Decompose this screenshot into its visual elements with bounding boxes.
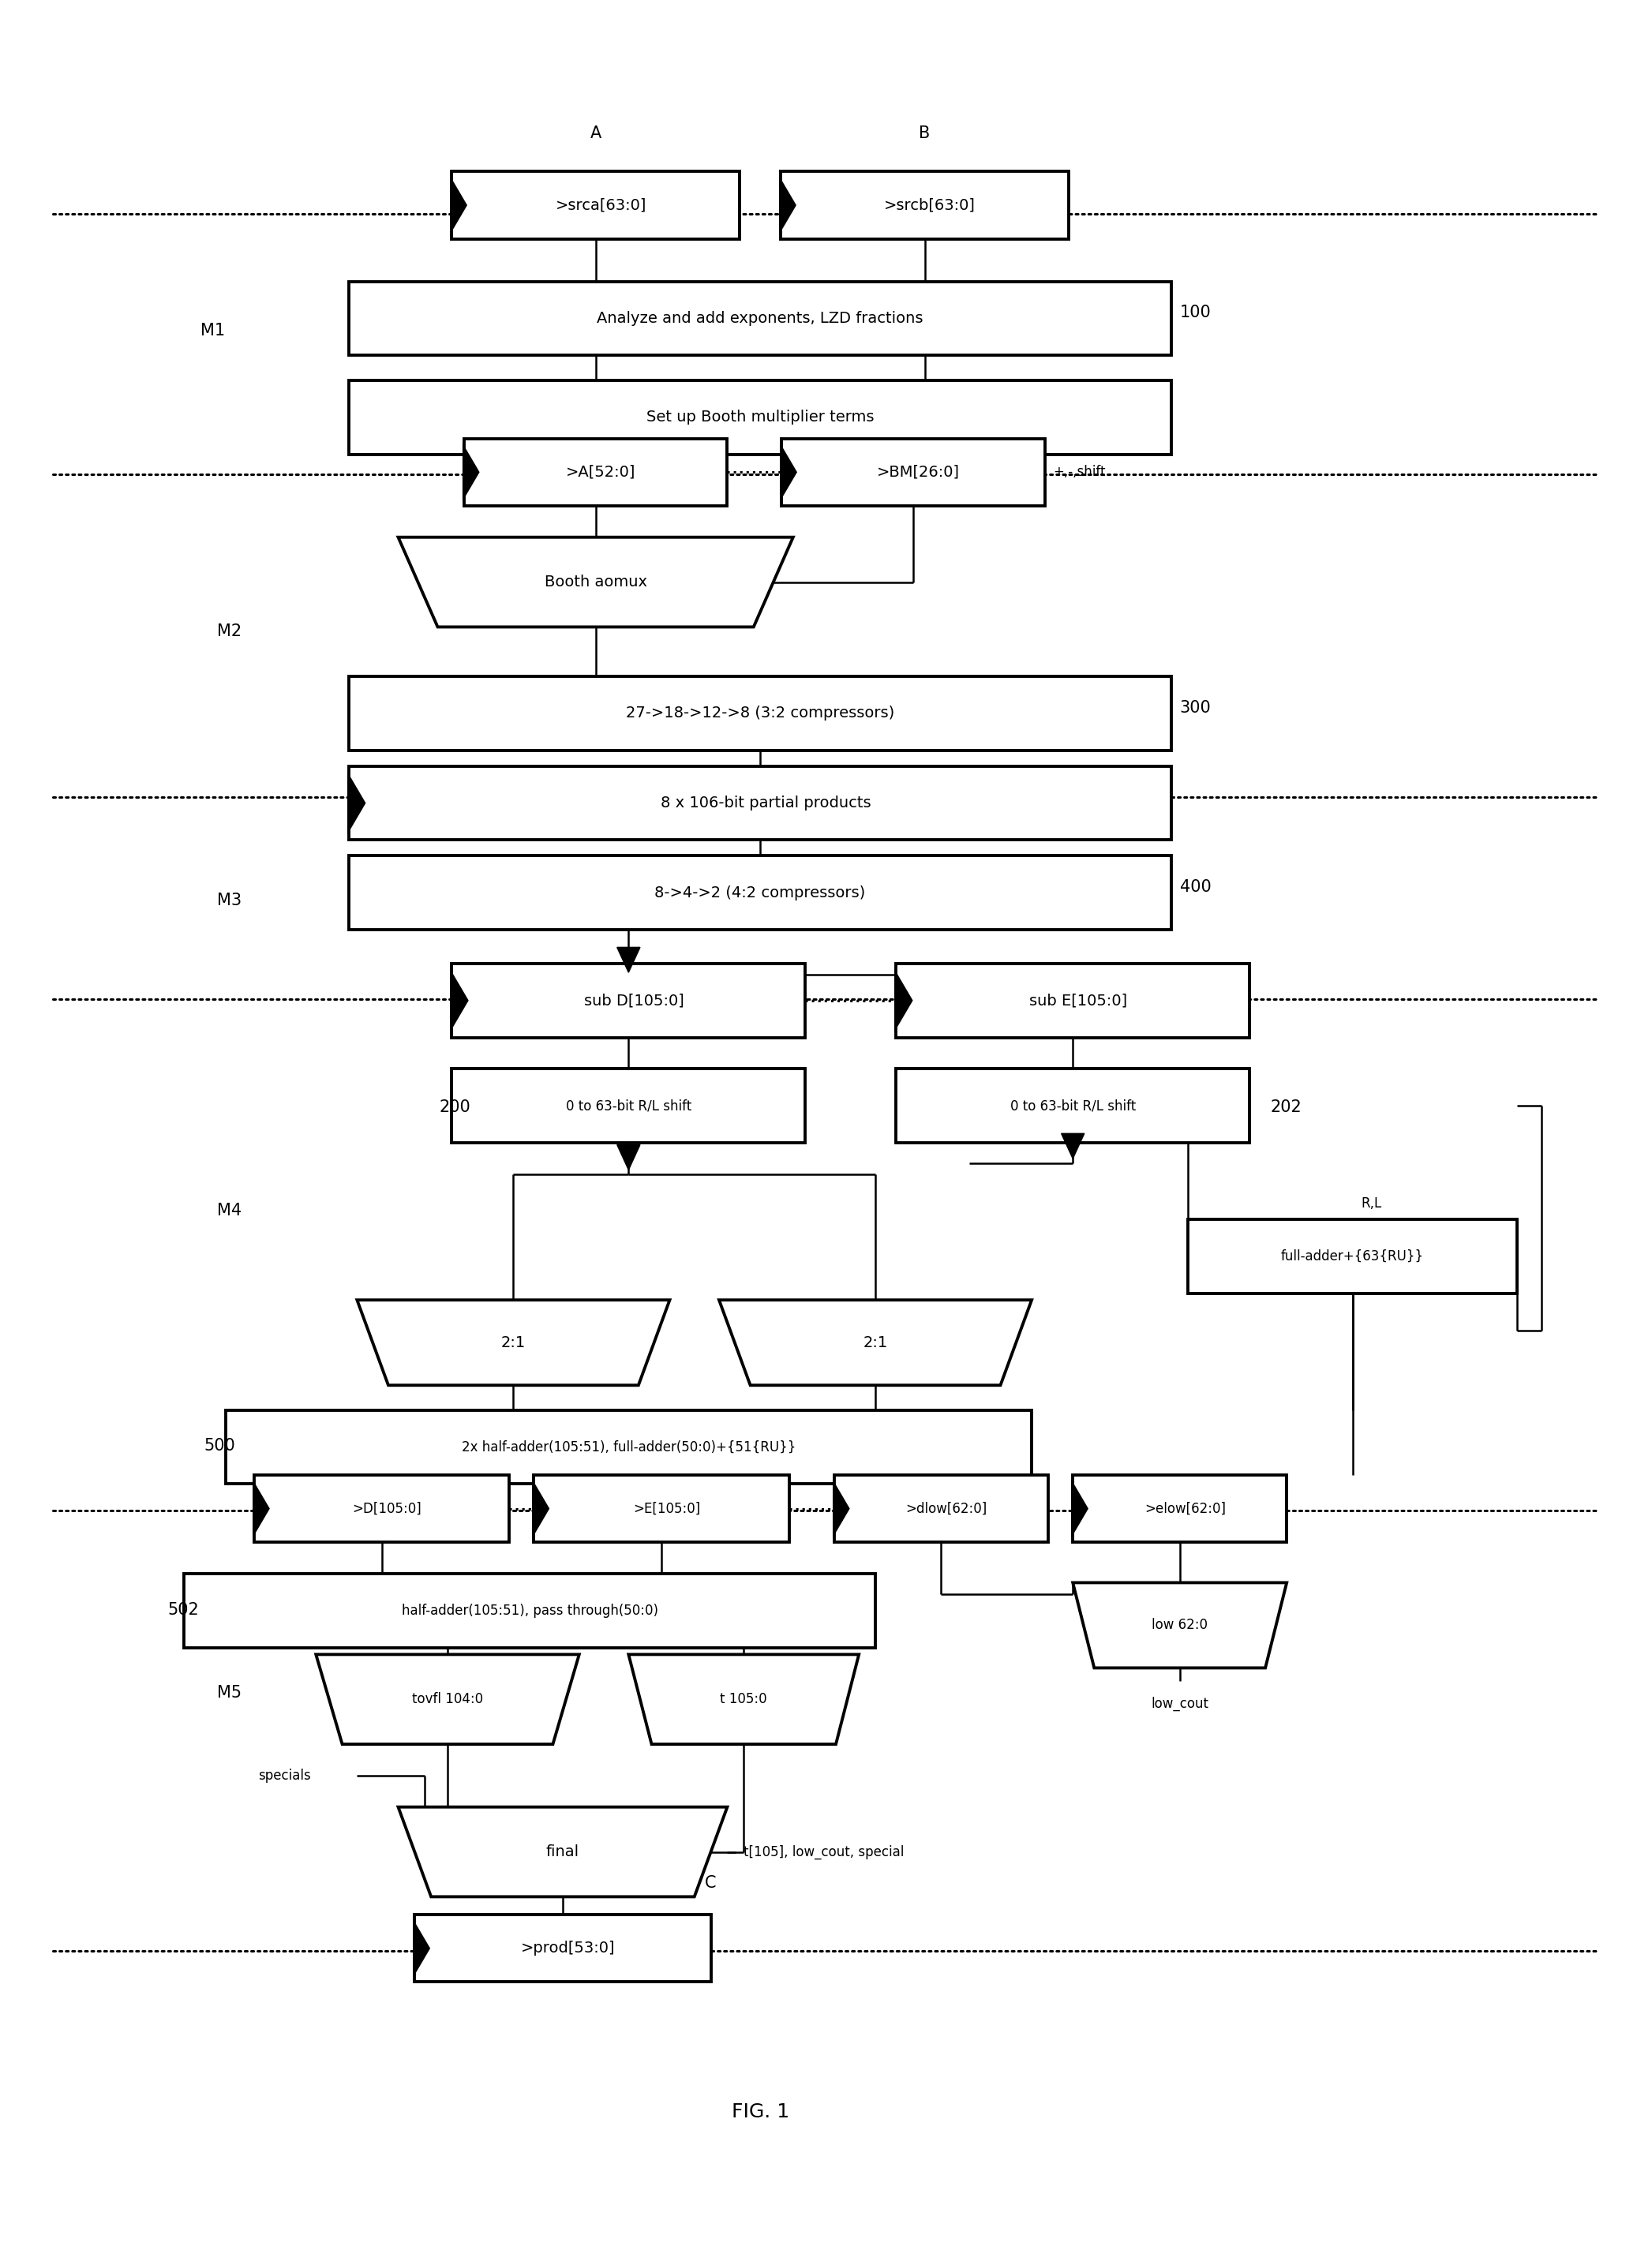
Text: M2: M2	[216, 623, 241, 639]
Polygon shape	[349, 776, 363, 828]
Polygon shape	[1072, 1485, 1087, 1532]
FancyBboxPatch shape	[415, 1915, 710, 1982]
Polygon shape	[719, 1300, 1032, 1386]
FancyBboxPatch shape	[185, 1573, 876, 1647]
Polygon shape	[618, 947, 639, 972]
Text: M3: M3	[216, 893, 241, 909]
Polygon shape	[451, 182, 466, 229]
FancyBboxPatch shape	[451, 1069, 806, 1143]
Polygon shape	[398, 538, 793, 628]
Text: half-adder(105:51), pass through(50:0): half-adder(105:51), pass through(50:0)	[401, 1604, 657, 1618]
Polygon shape	[628, 1654, 859, 1744]
Polygon shape	[1061, 1134, 1084, 1159]
Text: >BM[26:0]: >BM[26:0]	[877, 466, 960, 479]
FancyBboxPatch shape	[1188, 1220, 1517, 1294]
FancyBboxPatch shape	[464, 439, 727, 506]
Polygon shape	[398, 1807, 727, 1897]
Text: Analyze and add exponents, LZD fractions: Analyze and add exponents, LZD fractions	[596, 311, 923, 326]
Text: 2x half-adder(105:51), full-adder(50:0)+{51{RU}}: 2x half-adder(105:51), full-adder(50:0)+…	[461, 1440, 796, 1454]
Polygon shape	[451, 974, 468, 1026]
Polygon shape	[464, 448, 477, 495]
Polygon shape	[357, 1300, 669, 1386]
Text: 100: 100	[1180, 306, 1211, 322]
Text: +,-,shift: +,-,shift	[1052, 466, 1105, 479]
FancyBboxPatch shape	[534, 1476, 790, 1541]
Text: 2:1: 2:1	[501, 1334, 525, 1350]
FancyBboxPatch shape	[254, 1476, 509, 1541]
Text: >dlow[62:0]: >dlow[62:0]	[905, 1501, 988, 1517]
Text: A: A	[590, 126, 601, 142]
Polygon shape	[415, 1924, 428, 1971]
Text: >srcb[63:0]: >srcb[63:0]	[884, 198, 976, 214]
FancyBboxPatch shape	[781, 439, 1044, 506]
FancyBboxPatch shape	[451, 963, 806, 1037]
Text: >srca[63:0]: >srca[63:0]	[555, 198, 646, 214]
Text: specials: specials	[258, 1768, 311, 1782]
Text: R,L: R,L	[1361, 1197, 1381, 1210]
Text: 200: 200	[439, 1100, 471, 1116]
Text: 300: 300	[1180, 700, 1211, 715]
Text: M5: M5	[216, 1685, 241, 1701]
Text: sub D[105:0]: sub D[105:0]	[585, 992, 684, 1008]
Text: 27->18->12->8 (3:2 compressors): 27->18->12->8 (3:2 compressors)	[626, 706, 894, 720]
Polygon shape	[316, 1654, 580, 1744]
Text: C: C	[705, 1876, 717, 1892]
Text: 202: 202	[1270, 1100, 1302, 1116]
Text: final: final	[547, 1845, 580, 1858]
Text: Set up Booth multiplier terms: Set up Booth multiplier terms	[646, 409, 874, 425]
Text: >E[105:0]: >E[105:0]	[633, 1501, 700, 1517]
Text: t 105:0: t 105:0	[720, 1692, 767, 1706]
Text: low 62:0: low 62:0	[1151, 1618, 1208, 1634]
FancyBboxPatch shape	[349, 677, 1171, 749]
Polygon shape	[534, 1485, 548, 1532]
Text: B: B	[919, 126, 930, 142]
Text: 400: 400	[1180, 880, 1211, 896]
Text: Booth aomux: Booth aomux	[545, 574, 648, 590]
Text: >D[105:0]: >D[105:0]	[352, 1501, 421, 1517]
Text: tovfl 104:0: tovfl 104:0	[411, 1692, 482, 1706]
Text: 0 to 63-bit R/L shift: 0 to 63-bit R/L shift	[1009, 1098, 1135, 1114]
Text: FIG. 1: FIG. 1	[732, 2104, 790, 2122]
FancyBboxPatch shape	[895, 963, 1249, 1037]
Polygon shape	[781, 448, 795, 495]
Text: M1: M1	[202, 324, 225, 340]
Text: M4: M4	[216, 1202, 241, 1217]
FancyBboxPatch shape	[451, 171, 740, 238]
FancyBboxPatch shape	[349, 855, 1171, 929]
Text: sub E[105:0]: sub E[105:0]	[1029, 992, 1128, 1008]
FancyBboxPatch shape	[781, 171, 1069, 238]
Polygon shape	[254, 1485, 268, 1532]
Text: 0 to 63-bit R/L shift: 0 to 63-bit R/L shift	[565, 1098, 692, 1114]
FancyBboxPatch shape	[349, 281, 1171, 355]
Polygon shape	[618, 1145, 639, 1170]
Text: full-adder+{63{RU}}: full-adder+{63{RU}}	[1280, 1249, 1424, 1262]
Polygon shape	[781, 182, 795, 229]
Polygon shape	[834, 1485, 847, 1532]
Text: 8 x 106-bit partial products: 8 x 106-bit partial products	[661, 796, 871, 810]
FancyBboxPatch shape	[349, 765, 1171, 839]
Polygon shape	[1072, 1582, 1287, 1667]
FancyBboxPatch shape	[225, 1411, 1032, 1485]
Text: 502: 502	[169, 1602, 200, 1618]
Polygon shape	[895, 974, 912, 1026]
Text: 2:1: 2:1	[862, 1334, 887, 1350]
FancyBboxPatch shape	[349, 380, 1171, 454]
Text: 8->4->2 (4:2 compressors): 8->4->2 (4:2 compressors)	[654, 884, 866, 900]
Text: >elow[62:0]: >elow[62:0]	[1145, 1501, 1226, 1517]
Text: 500: 500	[205, 1438, 235, 1454]
FancyBboxPatch shape	[1072, 1476, 1287, 1541]
Text: t[105], low_cout, special: t[105], low_cout, special	[743, 1845, 904, 1858]
FancyBboxPatch shape	[895, 1069, 1249, 1143]
Text: low_cout: low_cout	[1151, 1696, 1209, 1710]
Text: >A[52:0]: >A[52:0]	[567, 466, 636, 479]
FancyBboxPatch shape	[834, 1476, 1047, 1541]
Text: >prod[53:0]: >prod[53:0]	[520, 1942, 615, 1955]
